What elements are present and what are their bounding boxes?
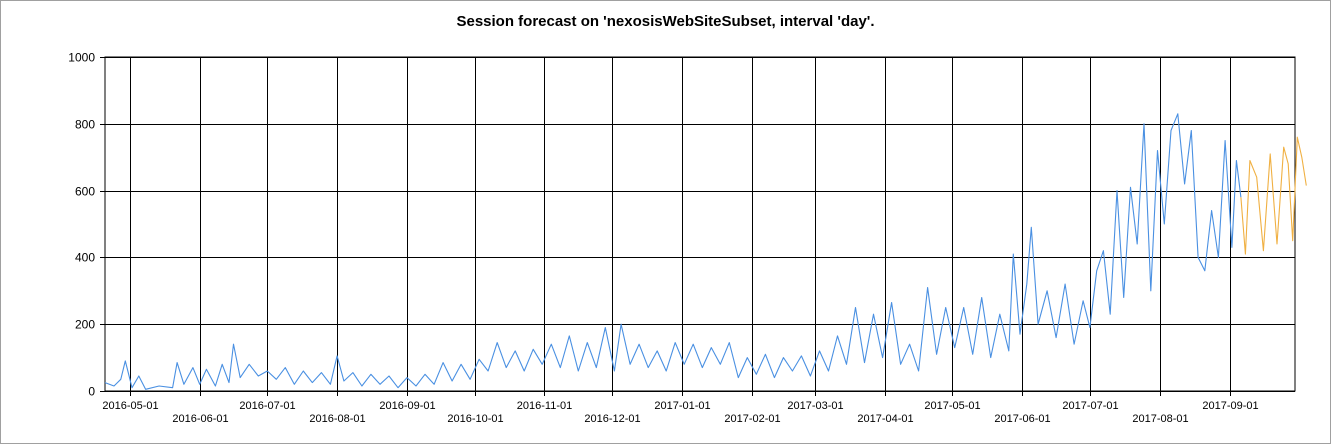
y-axis: 0 200 400 600 800 1000 [68,51,95,399]
plot-area-border [104,56,1296,392]
x-tick-label: 2016-05-01 [102,400,158,412]
y-tick-label: 400 [75,251,95,265]
x-tick-label: 2016-11-01 [517,400,572,412]
y-tick-label: 0 [88,385,95,399]
x-tick-label: 2017-08-01 [1132,413,1188,425]
y-tick-label: 1000 [68,51,95,65]
y-tick-label: 200 [75,318,95,332]
x-tick-label: 2017-05-01 [924,400,980,412]
x-tick-label: 2016-12-01 [584,413,640,425]
grid-lines [100,56,1296,396]
series-line-forecast [1240,136,1307,255]
x-tick-label: 2017-06-01 [994,413,1050,425]
x-tick-label: 2017-01-01 [654,400,710,412]
x-tick-label: 2017-07-01 [1062,400,1118,412]
x-tick-label: 2016-09-01 [379,400,435,412]
y-tick-label: 600 [75,185,95,199]
x-tick-label: 2016-10-01 [447,413,503,425]
x-axis: 2016-05-01 2016-06-01 2016-07-01 2016-08-01… [102,400,1258,425]
x-tick-label: 2016-08-01 [309,413,365,425]
x-tick-label: 2017-03-01 [787,400,843,412]
chart-title: Session forecast on 'nexosisWebSiteSubse… [456,13,875,30]
series-group [104,113,1307,390]
x-tick-label: 2016-07-01 [239,400,295,412]
y-tick-label: 800 [75,118,95,132]
series-line-actual [104,113,1242,390]
x-tick-label: 2017-02-01 [724,413,780,425]
x-tick-label: 2016-06-01 [172,413,228,425]
x-tick-label: 2017-09-01 [1202,400,1258,412]
x-tick-label: 2017-04-01 [857,413,913,425]
